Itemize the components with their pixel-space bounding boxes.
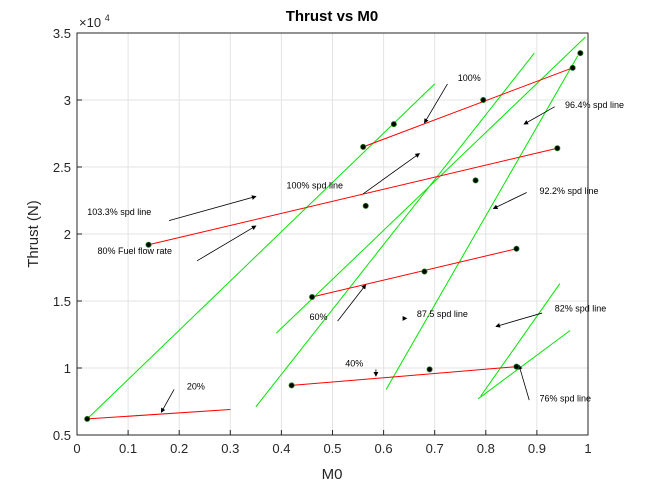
fuel-flow-line — [148, 147, 558, 246]
annotation-label: 40% — [345, 359, 363, 369]
x-axis-label: M0 — [322, 466, 343, 483]
fuel-flow-line — [87, 409, 231, 420]
annotation-label: 80% Fuel flow rate — [97, 246, 172, 256]
annotation-label: 96.4% spd line — [565, 100, 624, 110]
data-point — [390, 121, 397, 128]
data-point — [513, 363, 520, 370]
annotations: 20% 40% 60% 80% Fuel flow rate 103.3% spd li… — [87, 73, 624, 413]
x-tick-label: 0.9 — [528, 441, 546, 456]
data-point — [480, 97, 487, 104]
annotation-arrow — [523, 106, 555, 125]
speed-line — [477, 330, 571, 400]
y-tick-label: 0.5 — [53, 428, 71, 443]
data-point — [84, 415, 91, 422]
annotation-arrow — [517, 364, 530, 401]
y-tick-label: 3 — [64, 93, 71, 108]
annotation-label: 103.3% spd line — [87, 207, 151, 217]
speed-line — [86, 83, 436, 420]
annotation-label: 92.2% spd line — [539, 186, 598, 196]
x-tick-label: 0.5 — [323, 441, 341, 456]
y-exponent-label: ×10 4 — [79, 13, 110, 30]
x-tick-label: 0.7 — [426, 441, 444, 456]
x-tick-label: 0.3 — [221, 441, 239, 456]
x-tick-label: 0.2 — [170, 441, 188, 456]
data-points — [84, 50, 584, 422]
y-axis-label: Thrust (N) — [25, 200, 42, 268]
speed-line — [275, 36, 586, 334]
data-point — [288, 382, 295, 389]
data-point — [569, 64, 576, 71]
annotation-arrow — [424, 83, 448, 124]
speed-line — [255, 52, 535, 408]
annotation-arrow — [160, 389, 175, 413]
y-tick-label: 3.5 — [53, 26, 71, 41]
x-tick-label: 1 — [584, 441, 591, 456]
speed-lines — [86, 36, 586, 420]
data-point — [360, 143, 367, 150]
annotation-arrow — [337, 284, 367, 322]
annotation-label: 20% — [187, 381, 205, 391]
y-tick-label: 1.5 — [53, 294, 71, 309]
annotation-label: 76% spd line — [539, 394, 591, 404]
annotation-label: 60% — [310, 312, 328, 322]
x-tick-label: 0.1 — [119, 441, 137, 456]
speed-line — [480, 283, 561, 397]
annotation-arrow — [495, 312, 543, 328]
x-tick-label: 0.6 — [375, 441, 393, 456]
annotation-label: 100% spd line — [287, 180, 344, 190]
y-exponent-power: 4 — [105, 13, 110, 23]
x-tick-label: 0 — [73, 441, 80, 456]
x-tick-label: 0.4 — [272, 441, 290, 456]
fuel-flow-line — [362, 67, 573, 148]
y-exponent-base: ×10 — [79, 15, 101, 30]
annotation-arrow — [492, 192, 527, 209]
annotation-label: 100% — [458, 73, 481, 83]
annotation-arrow — [168, 195, 257, 221]
data-point — [309, 293, 316, 300]
x-tick-label: 0.8 — [477, 441, 495, 456]
y-tick-label: 2.5 — [53, 160, 71, 175]
y-ticks: 0.5 1 1.5 2 2.5 3 3.5 — [53, 26, 82, 443]
data-point — [426, 366, 433, 373]
annotation-arrow — [196, 225, 257, 262]
data-point — [554, 145, 561, 152]
fuel-flow-line — [311, 248, 517, 298]
data-point — [362, 202, 369, 209]
annotation-arrow — [362, 153, 421, 195]
x-ticks: 0 0.1 0.2 0.3 0.4 0.5 0.6 0.7 0.8 0.9 1 — [73, 430, 592, 456]
annotation-label: 87.5 spd line — [417, 309, 468, 319]
fuel-flow-lines — [87, 67, 573, 420]
annotation-label: 82% spd line — [555, 304, 607, 314]
y-tick-label: 1 — [64, 361, 71, 376]
data-point — [145, 241, 152, 248]
data-point — [472, 177, 479, 184]
data-point — [421, 268, 428, 275]
y-tick-label: 2 — [64, 227, 71, 242]
chart-title: Thrust vs M0 — [286, 8, 379, 25]
fuel-flow-line — [291, 366, 517, 386]
data-point — [577, 50, 584, 57]
data-point — [513, 245, 520, 252]
